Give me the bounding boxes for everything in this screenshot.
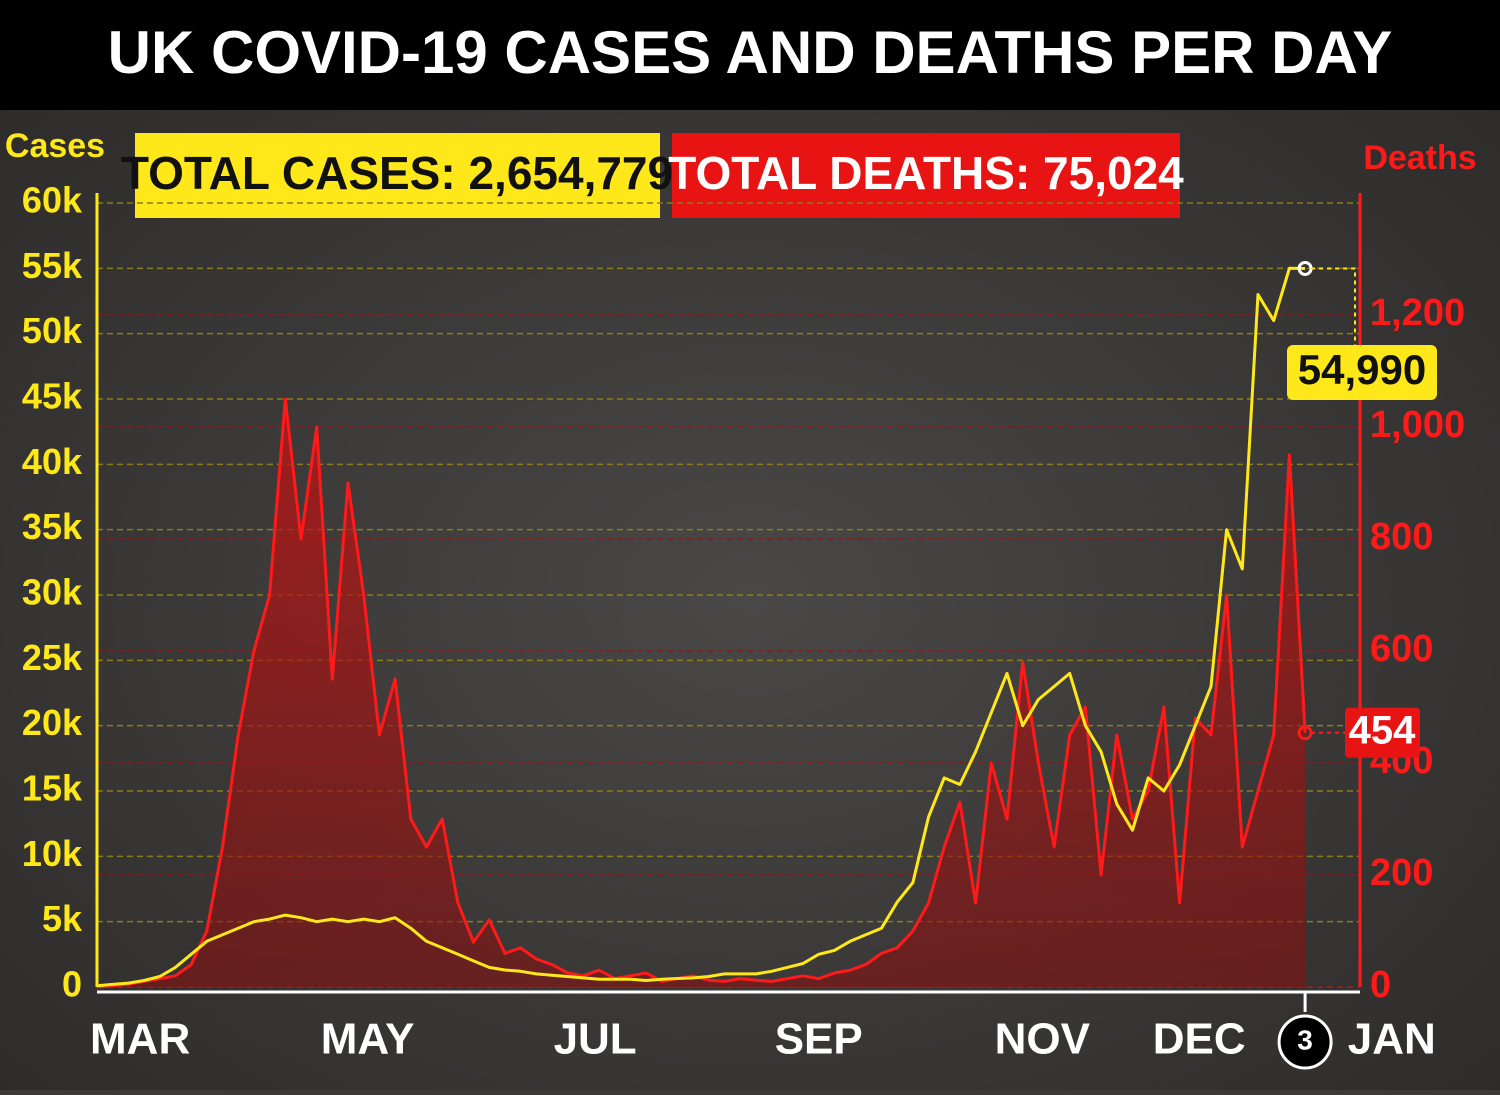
value-label-box bbox=[1287, 345, 1437, 400]
line bbox=[96, 266, 1306, 988]
leader bbox=[1311, 267, 1356, 345]
y2-tick-label: 800 bbox=[1370, 516, 1433, 558]
y-tick-label: 50k bbox=[22, 310, 83, 351]
x-tick-label: SEP bbox=[775, 1015, 863, 1064]
y-tick-label: 35k bbox=[22, 506, 83, 547]
value-label: 54,990 bbox=[1298, 346, 1426, 393]
y-tick-label: 10k bbox=[22, 833, 83, 874]
y-axis-title: Cases bbox=[5, 127, 105, 165]
x-tick-label: NOV bbox=[995, 1015, 1091, 1064]
y-tick-label: 30k bbox=[22, 572, 83, 613]
x-tick-label: MAY bbox=[321, 1015, 415, 1064]
total-cases-box bbox=[135, 133, 660, 218]
y-tick-label: 55k bbox=[22, 245, 83, 286]
y2-tick-label: 1,000 bbox=[1370, 404, 1465, 446]
y-tick-label: 0 bbox=[62, 964, 82, 1005]
y2-axis-title: Deaths bbox=[1363, 139, 1476, 177]
y-tick-label: 60k bbox=[22, 180, 83, 221]
y-tick-label: 15k bbox=[22, 768, 83, 809]
x-tick-label: JAN bbox=[1348, 1015, 1436, 1064]
total-deaths-box bbox=[672, 133, 1180, 218]
y2-tick-label: 1,200 bbox=[1370, 292, 1465, 334]
x-tick-label: 3 bbox=[1297, 1024, 1313, 1055]
x-tick-label: DEC bbox=[1153, 1015, 1246, 1064]
x-tick-label: JUL bbox=[554, 1015, 637, 1064]
area bbox=[97, 399, 1306, 987]
y2-tick-label: 0 bbox=[1370, 964, 1391, 1006]
value-label: 454 bbox=[1349, 708, 1416, 752]
y2-tick-label: 200 bbox=[1370, 852, 1433, 894]
y2-tick-label: 600 bbox=[1370, 628, 1433, 670]
chart-title: UK COVID-19 CASES AND DEATHS PER DAY bbox=[108, 19, 1393, 86]
x-tick-circle bbox=[1277, 1014, 1333, 1070]
y-tick-label: 25k bbox=[22, 637, 83, 678]
total-cases: TOTAL CASES: 2,654,779 bbox=[121, 147, 673, 199]
title-bar bbox=[0, 0, 1500, 110]
value-label-box bbox=[1345, 707, 1420, 758]
y-tick-label: 5k bbox=[42, 898, 83, 939]
y-tick-label: 20k bbox=[22, 702, 83, 743]
y-tick-label: 45k bbox=[22, 376, 83, 417]
total-deaths: TOTAL DEATHS: 75,024 bbox=[668, 147, 1184, 199]
y-tick-label: 40k bbox=[22, 441, 83, 482]
x-tick-label: MAR bbox=[90, 1015, 190, 1064]
